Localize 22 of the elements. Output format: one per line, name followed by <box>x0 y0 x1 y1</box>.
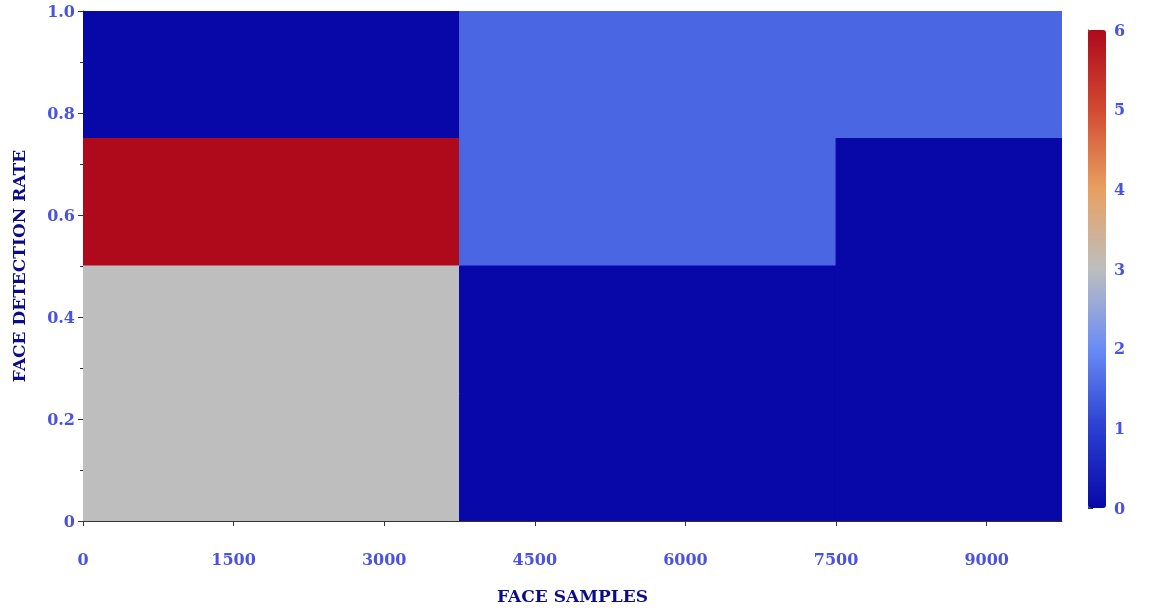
y-tick-label: 0.2 <box>47 409 75 429</box>
x-tick-label: 4500 <box>512 549 558 569</box>
color-bar-label: 0 <box>1114 498 1126 518</box>
y-tick-label: 0.8 <box>47 103 75 123</box>
color-bar-label: 3 <box>1114 259 1126 279</box>
y-tick-label: 1.0 <box>47 1 75 21</box>
y-tick-label: 0 <box>63 511 75 531</box>
x-tick-label: 3000 <box>361 549 407 569</box>
x-tick-label: 1500 <box>211 549 256 569</box>
x-axis-title: FACE SAMPLES <box>497 585 648 606</box>
x-tick-label: 0 <box>77 549 89 569</box>
y-tick-label: 0.4 <box>47 307 75 327</box>
x-tick-label: 7500 <box>813 549 859 569</box>
color-bar-label: 2 <box>1114 339 1126 359</box>
color-bar-label: 6 <box>1114 20 1126 40</box>
color-bar-label: 1 <box>1114 418 1126 438</box>
color-bar-label: 4 <box>1114 179 1126 199</box>
y-tick-label: 0.6 <box>47 205 75 225</box>
x-tick-label: 6000 <box>663 549 708 569</box>
x-tick-label: 9000 <box>964 549 1009 569</box>
color-bar-label: 5 <box>1114 100 1126 120</box>
y-axis-title: FACE DETECTION RATE <box>8 149 29 383</box>
